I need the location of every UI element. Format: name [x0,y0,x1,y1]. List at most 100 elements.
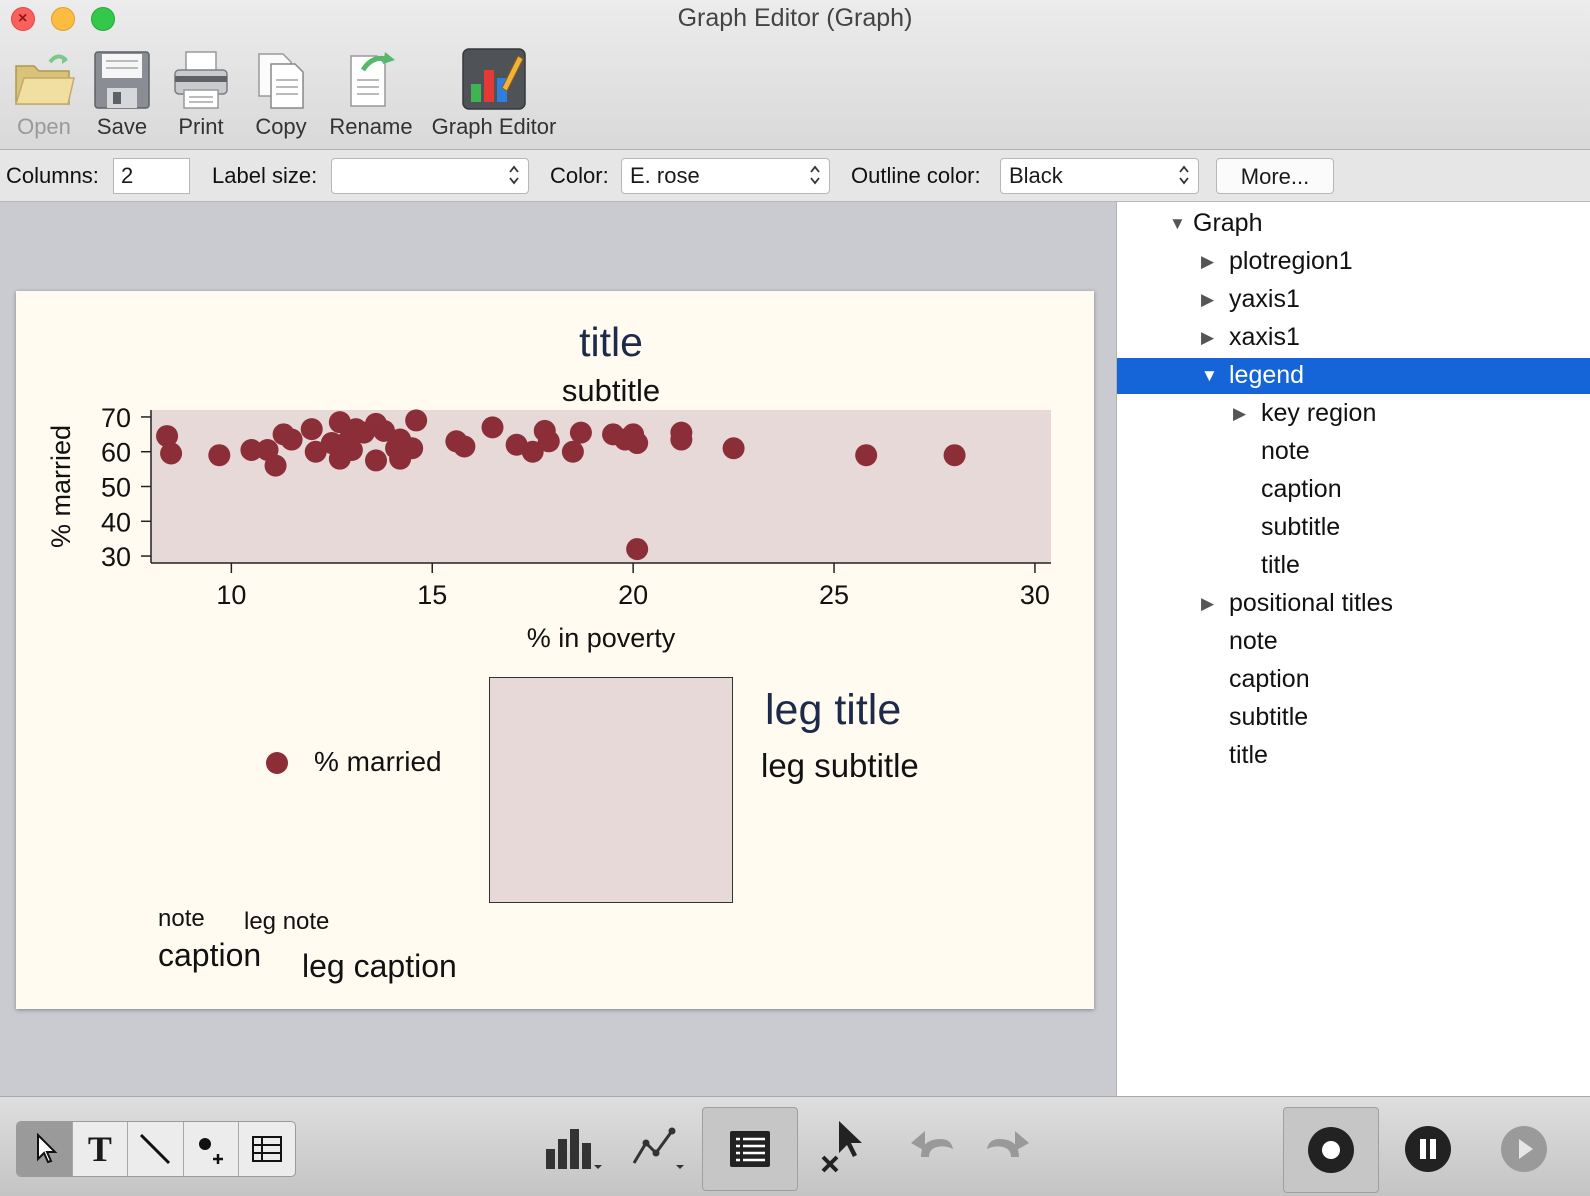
disclosure-collapsed-icon[interactable]: ▶ [1201,594,1215,613]
object-browser-toggle[interactable] [702,1107,798,1191]
graph-subtitle[interactable]: subtitle [561,373,661,408]
tree-item-label: legend [1229,361,1305,389]
tree-item-title[interactable]: title [1117,548,1590,584]
legend-label[interactable]: % married [314,746,442,777]
x-tick-label: 20 [618,580,648,610]
updown-arrows-icon [1178,164,1190,192]
tree-item-positional-titles[interactable]: ▶ positional titles [1117,586,1590,622]
grid-edit-tool[interactable] [239,1122,295,1176]
scatter-point [722,437,745,460]
scatter-point [401,437,424,460]
more-button[interactable]: More... [1216,158,1334,194]
tree-item-subtitle[interactable]: subtitle [1117,510,1590,546]
save-button[interactable]: Save [91,44,153,140]
minimize-window-button[interactable] [51,7,75,31]
graph-type-button[interactable] [538,1117,608,1177]
legend-key-region-box[interactable] [489,677,733,903]
scatter-point [561,440,584,463]
tree-item-key-region[interactable]: ▶ key region [1117,396,1590,432]
close-window-button[interactable]: × [11,7,35,31]
scatter-point [626,538,649,561]
disclosure-collapsed-icon[interactable]: ▶ [1201,290,1215,309]
outline-color-select[interactable]: Black [1000,158,1199,194]
scatter-point [453,435,476,458]
tree-item-title[interactable]: title [1117,738,1590,774]
pointer-tool[interactable] [17,1122,73,1176]
scatter-point [569,421,592,444]
y-tick-label: 40 [101,507,131,537]
open-label: Open [17,114,71,139]
y-tick-label: 50 [101,473,131,503]
color-value: E. rose [630,163,700,188]
scatter-point [943,444,966,467]
tree-item-caption[interactable]: caption [1117,662,1590,698]
graph-area[interactable]: title subtitle 30 40 50 60 70 10 15 20 25 30 % mar… [16,291,1094,1009]
graph-editor-button[interactable]: Graph Editor [428,44,560,140]
play-button[interactable] [1496,1121,1552,1177]
disclosure-collapsed-icon[interactable]: ▶ [1201,252,1215,271]
graph-note[interactable]: note [158,905,205,932]
legend-key[interactable] [262,748,292,778]
label-size-label: Label size: [212,163,318,188]
tree-item-legend[interactable]: ▼ legend [1117,358,1590,394]
disclosure-expanded-icon[interactable]: ▼ [1169,214,1186,233]
label-size-select[interactable] [331,158,529,194]
marker-tool[interactable] [184,1122,240,1176]
legend-note[interactable]: leg note [244,908,330,935]
print-button[interactable]: Print [170,44,232,140]
copy-label: Copy [255,114,307,139]
scatter-chart[interactable]: 30 40 50 60 70 10 15 20 25 30 % married % in povert… [16,403,1094,793]
tree-item-graph[interactable]: ▼ Graph [1117,206,1590,242]
tree-item-label: plotregion1 [1229,247,1353,275]
undo-button[interactable] [904,1117,960,1177]
columns-field[interactable]: 2 [113,158,190,194]
rename-button[interactable]: Rename [327,44,415,140]
x-tick-label: 15 [417,580,447,610]
tree-item-subtitle[interactable]: subtitle [1117,700,1590,736]
scatter-point [481,416,504,439]
legend-title[interactable]: leg title [765,686,902,734]
tools-group: T [16,1121,296,1177]
contextual-toolbar: Columns: 2 Label size: Color: E. rose Ou… [0,150,1590,202]
disclosure-collapsed-icon[interactable]: ▶ [1233,404,1247,423]
open-button[interactable]: Open [10,44,78,140]
disclosure-collapsed-icon[interactable]: ▶ [1201,328,1215,347]
tree-item-plotregion1[interactable]: ▶ plotregion1 [1117,244,1590,280]
tree-item-note[interactable]: note [1117,434,1590,470]
tree-item-caption[interactable]: caption [1117,472,1590,508]
grid-edit-button[interactable] [808,1112,878,1182]
tree-item-xaxis1[interactable]: ▶ xaxis1 [1117,320,1590,356]
legend-caption[interactable]: leg caption [302,948,457,984]
pause-button[interactable] [1400,1121,1456,1177]
copy-icon [250,44,312,110]
legend-subtitle[interactable]: leg subtitle [761,747,919,784]
zoom-window-button[interactable] [91,7,115,31]
color-select[interactable]: E. rose [621,158,830,194]
graph-editor-icon [428,44,560,110]
line-tool[interactable] [128,1122,184,1176]
graph-caption[interactable]: caption [158,937,262,973]
tree-item-label: title [1229,741,1268,769]
tree-item-yaxis1[interactable]: ▶ yaxis1 [1117,282,1590,318]
text-tool[interactable]: T [73,1122,129,1176]
scatter-point [304,440,327,463]
grid-icon [252,1136,283,1162]
plot-type-button[interactable] [624,1117,694,1177]
line-icon [140,1133,171,1165]
tree-item-label: subtitle [1229,703,1309,731]
redo-button[interactable] [980,1117,1036,1177]
tree-item-note[interactable]: note [1117,624,1590,660]
tree-item-label: xaxis1 [1229,323,1300,351]
updown-arrows-icon [508,164,520,192]
scatter-point [340,438,363,461]
play-icon [1501,1126,1547,1172]
tree-item-label: caption [1229,665,1310,693]
floppy-disk-icon [91,44,153,110]
record-button[interactable] [1283,1107,1379,1193]
graph-title[interactable]: title [579,319,643,365]
browser-list-icon [730,1131,770,1167]
copy-button[interactable]: Copy [250,44,312,140]
disclosure-expanded-icon[interactable]: ▼ [1201,366,1218,385]
marker-icon [199,1138,224,1164]
bar-chart-icon [546,1129,602,1169]
